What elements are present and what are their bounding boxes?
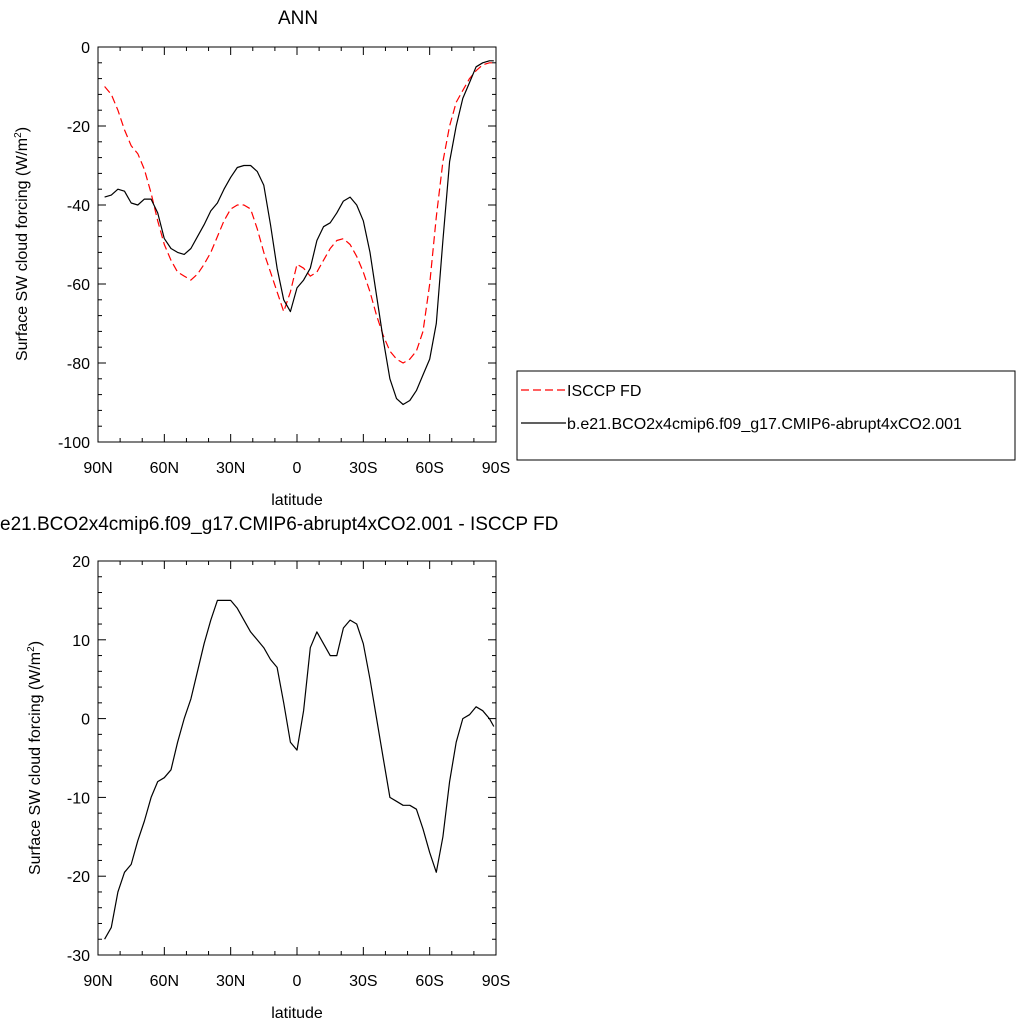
- y-tick-label: 20: [72, 554, 90, 571]
- top-x-axis-label: latitude: [271, 492, 323, 509]
- bottom-plot-frame: [97, 560, 497, 956]
- y-tick-label: -100: [58, 435, 90, 452]
- x-tick-label: 60N: [150, 973, 179, 990]
- y-tick-label: -60: [67, 277, 90, 294]
- y-tick-label: -30: [67, 948, 90, 965]
- top-x-ticks: 90N 60N 30N 0 30S 60S 90S: [83, 47, 510, 477]
- x-tick-label: 60N: [150, 460, 179, 477]
- top-panel: ANN -100-80-60-40-200 90N 60N 30N 0 30S 60S 90…: [13, 8, 510, 509]
- x-tick-label: 90N: [83, 460, 112, 477]
- y-tick-label: -20: [67, 869, 90, 886]
- bottom-x-axis-label: latitude: [271, 1005, 323, 1022]
- model-line: [104, 60, 494, 406]
- x-tick-label: 60S: [415, 460, 443, 477]
- x-tick-label: 30S: [349, 973, 377, 990]
- y-tick-label: -20: [67, 119, 90, 136]
- top-plot-frame: [97, 46, 497, 443]
- y-tick-label: 0: [81, 712, 90, 729]
- bottom-series-group: [104, 599, 495, 940]
- x-tick-label: 90N: [83, 973, 112, 990]
- top-title: ANN: [278, 8, 318, 29]
- y-tick-label: -40: [67, 198, 90, 215]
- x-tick-label: 60S: [415, 973, 443, 990]
- bottom-y-axis-label: Surface SW cloud forcing (W/m2): [26, 641, 44, 875]
- y-tick-label: 0: [81, 40, 90, 57]
- x-tick-label: 90S: [482, 460, 510, 477]
- x-tick-label: 90S: [482, 973, 510, 990]
- x-tick-label: 0: [293, 460, 302, 477]
- isccp-fd-line: [104, 62, 494, 364]
- legend-box: [516, 370, 1016, 461]
- difference-line: [104, 599, 495, 940]
- x-tick-label: 0: [293, 973, 302, 990]
- top-y-ticks: -100 -80 -60 -40 -20 0: [58, 40, 496, 452]
- top-y-axis-label: Surface SW cloud forcing (W/m2): [13, 127, 31, 361]
- x-tick-label: 30N: [216, 460, 245, 477]
- y-tick-label: 10: [72, 633, 90, 650]
- x-tick-label: 30N: [216, 973, 245, 990]
- bottom-y-ticks: -30 -20 -10 0 10 20: [67, 554, 496, 965]
- legend: ISCCP FD b.e21.BCO2x4cmip6.f09_g17.CMIP6…: [516, 370, 1016, 461]
- top-series-group: [104, 60, 494, 406]
- y-tick-label: -80: [67, 356, 90, 373]
- legend-isccp-label: ISCCP FD: [567, 383, 641, 400]
- y-tick-label: -10: [67, 790, 90, 807]
- bottom-title: e21.BCO2x4cmip6.f09_g17.CMIP6-abrupt4xCO…: [0, 514, 558, 535]
- legend-model-label: b.e21.BCO2x4cmip6.f09_g17.CMIP6-abrupt4x…: [567, 416, 962, 433]
- x-tick-label: 30S: [349, 460, 377, 477]
- bottom-x-ticks: 90N 60N 30N 0 30S 60S 90S: [83, 561, 510, 990]
- bottom-panel: e21.BCO2x4cmip6.f09_g17.CMIP6-abrupt4xCO…: [0, 514, 558, 1022]
